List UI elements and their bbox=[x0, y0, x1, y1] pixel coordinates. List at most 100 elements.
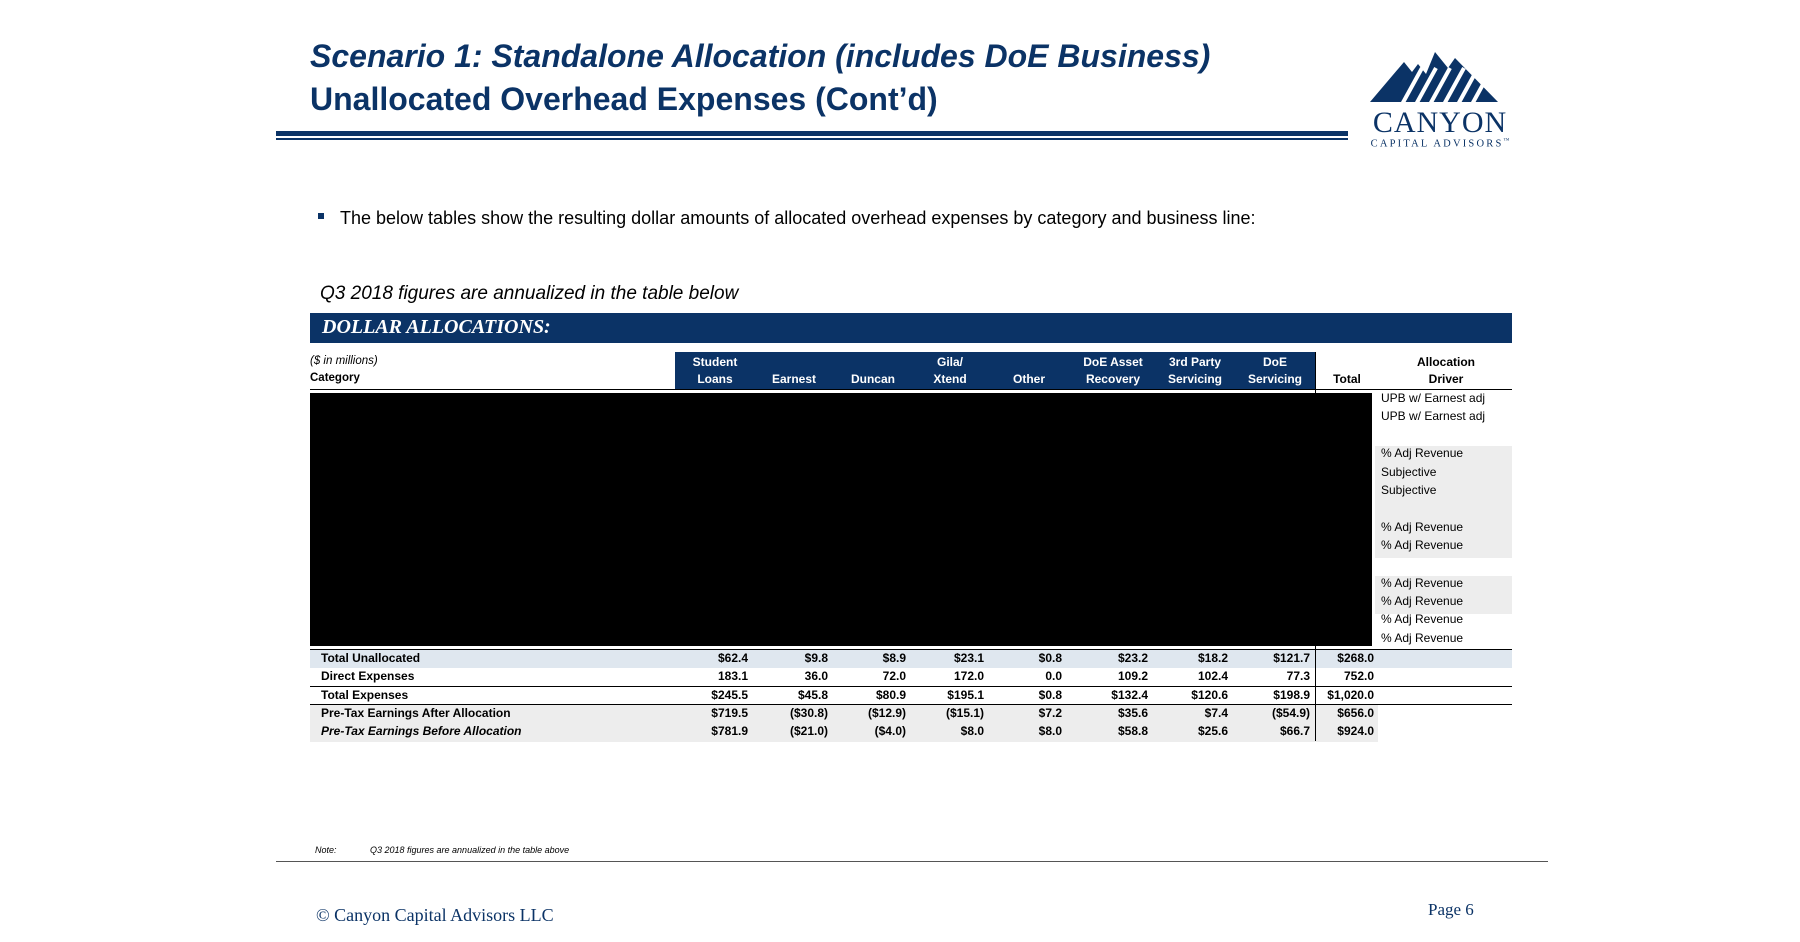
total-column-divider bbox=[1315, 352, 1316, 741]
section-banner bbox=[310, 313, 1512, 343]
col-gila-header-2: Xtend bbox=[933, 372, 967, 386]
units-label: ($ in millions) bbox=[310, 355, 378, 367]
page-number: Page 6 bbox=[1428, 900, 1474, 919]
col-gila-header-1: Gila/ bbox=[936, 355, 963, 369]
pretax-rows-shade bbox=[310, 705, 1378, 742]
table-cell: 752.0 bbox=[1343, 669, 1374, 683]
table-cell: 72.0 bbox=[882, 669, 906, 683]
col-student-loans-header-2: Loans bbox=[697, 372, 733, 386]
table-cell: $23.1 bbox=[953, 651, 984, 665]
table-cell: $7.2 bbox=[1038, 706, 1062, 720]
col-doe-servicing-header-1: DoE bbox=[1263, 355, 1287, 369]
table-cell: 172.0 bbox=[953, 669, 984, 683]
col-doe-asset-header-1: DoE Asset bbox=[1083, 355, 1143, 369]
table-cell: $80.9 bbox=[875, 688, 906, 702]
table-cell: $58.8 bbox=[1117, 724, 1148, 738]
table-cell: 77.3 bbox=[1286, 669, 1310, 683]
table-caption: Q3 2018 figures are annualized in the ta… bbox=[320, 283, 739, 304]
title-rule bbox=[276, 131, 1348, 136]
table-cell: $120.6 bbox=[1191, 688, 1228, 702]
driver-shade-block bbox=[1375, 446, 1512, 530]
table-cell: $245.5 bbox=[711, 688, 748, 702]
table-cell: ($4.0) bbox=[874, 724, 906, 738]
table-cell: $66.7 bbox=[1279, 724, 1310, 738]
driver-cell: UPB w/ Earnest adj bbox=[1381, 391, 1486, 405]
col-student-loans-header-1: Student bbox=[692, 355, 738, 369]
column-header-band bbox=[675, 352, 1316, 390]
total-unallocated-row-shade bbox=[310, 650, 1512, 668]
row-label-total-unallocated: Total Unallocated bbox=[321, 651, 421, 665]
table-cell: $268.0 bbox=[1337, 651, 1374, 665]
table-cell: $0.8 bbox=[1038, 688, 1062, 702]
table-cell: $132.4 bbox=[1111, 688, 1148, 702]
bullet-icon bbox=[318, 213, 324, 219]
footer-rule bbox=[276, 861, 1548, 862]
row-label-pretax-after: Pre-Tax Earnings After Allocation bbox=[321, 706, 511, 720]
table-cell: 102.4 bbox=[1197, 669, 1228, 683]
table-cell: 36.0 bbox=[804, 669, 828, 683]
table-cell: $25.6 bbox=[1197, 724, 1228, 738]
logo-wordmark: CANYON bbox=[1372, 106, 1508, 139]
driver-cell: % Adj Revenue bbox=[1381, 612, 1464, 626]
table-cell: ($21.0) bbox=[789, 724, 828, 738]
copyright: © Canyon Capital Advisors LLC bbox=[316, 905, 554, 925]
row-label-total-expenses: Total Expenses bbox=[321, 688, 409, 702]
driver-cell: Subjective bbox=[1381, 465, 1437, 479]
slide-subtitle: Unallocated Overhead Expenses (Cont’d) bbox=[310, 81, 938, 117]
driver-cell: % Adj Revenue bbox=[1381, 538, 1464, 552]
driver-shade-block bbox=[1375, 520, 1512, 558]
col-earnest-header: Earnest bbox=[771, 372, 817, 386]
table-cell: 183.1 bbox=[717, 669, 748, 683]
bullet-text: The below tables show the resulting doll… bbox=[340, 208, 1256, 228]
row-rule bbox=[310, 686, 1512, 687]
category-header: Category bbox=[310, 372, 360, 384]
table-cell: ($30.8) bbox=[789, 706, 828, 720]
table-cell: $35.6 bbox=[1117, 706, 1148, 720]
row-rule bbox=[310, 704, 1512, 705]
canyon-logo-icon bbox=[1370, 52, 1498, 109]
table-cell: $23.2 bbox=[1117, 651, 1148, 665]
table-cell: $1,020.0 bbox=[1327, 688, 1374, 702]
table-cell: $656.0 bbox=[1337, 706, 1374, 720]
table-cell: $8.9 bbox=[882, 651, 906, 665]
driver-shade-block bbox=[1375, 576, 1512, 614]
driver-cell: % Adj Revenue bbox=[1381, 594, 1464, 608]
table-cell: $62.4 bbox=[717, 651, 748, 665]
slide-title: Scenario 1: Standalone Allocation (inclu… bbox=[310, 38, 1211, 74]
driver-cell: UPB w/ Earnest adj bbox=[1381, 409, 1486, 423]
table-cell: $7.4 bbox=[1204, 706, 1228, 720]
driver-cell: % Adj Revenue bbox=[1381, 631, 1464, 645]
driver-cell: % Adj Revenue bbox=[1381, 576, 1464, 590]
table-cell: $0.8 bbox=[1038, 651, 1062, 665]
section-banner-title: DOLLAR ALLOCATIONS: bbox=[322, 316, 551, 338]
driver-cell: % Adj Revenue bbox=[1381, 446, 1464, 460]
table-cell: $45.8 bbox=[797, 688, 828, 702]
table-cell: $121.7 bbox=[1273, 651, 1310, 665]
redacted-detail-block bbox=[310, 393, 1372, 646]
col-3rd-party-header-2: Servicing bbox=[1167, 372, 1223, 386]
logo-subtitle: CAPITAL ADVISORS™ bbox=[1370, 138, 1510, 150]
title-rule-thin bbox=[276, 138, 1348, 140]
table-cell: ($15.1) bbox=[945, 706, 984, 720]
col-total-header: Total bbox=[1333, 372, 1361, 386]
col-3rd-party-header-1: 3rd Party bbox=[1168, 355, 1222, 369]
table-cell: $719.5 bbox=[711, 706, 748, 720]
table-cell: 0.0 bbox=[1045, 669, 1062, 683]
row-label-pretax-before: Pre-Tax Earnings Before Allocation bbox=[321, 724, 522, 738]
row-rule bbox=[310, 649, 1512, 650]
table-cell: 109.2 bbox=[1117, 669, 1148, 683]
col-doe-servicing-header-2: Servicing bbox=[1247, 372, 1303, 386]
row-label-direct-expenses: Direct Expenses bbox=[321, 669, 415, 683]
driver-cell: Subjective bbox=[1381, 483, 1437, 497]
driver-cell: % Adj Revenue bbox=[1381, 520, 1464, 534]
col-duncan-header: Duncan bbox=[850, 372, 895, 386]
note-text: Q3 2018 figures are annualized in the ta… bbox=[370, 845, 570, 855]
table-cell: $8.0 bbox=[1038, 724, 1062, 738]
col-other-header: Other bbox=[1012, 372, 1045, 386]
table-cell: $8.0 bbox=[960, 724, 984, 738]
table-cell: ($54.9) bbox=[1271, 706, 1310, 720]
table-cell: ($12.9) bbox=[867, 706, 906, 720]
table-cell: $924.0 bbox=[1337, 724, 1374, 738]
table-cell: $198.9 bbox=[1273, 688, 1310, 702]
col-doe-asset-header-2: Recovery bbox=[1085, 372, 1141, 386]
